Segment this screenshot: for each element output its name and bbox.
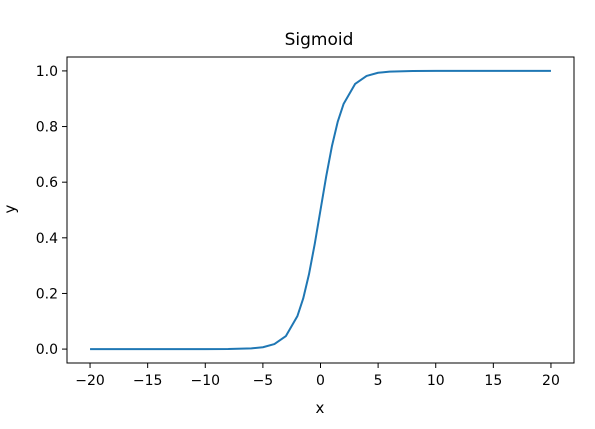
x-tick-label: −10 [190, 373, 220, 389]
y-tick-label: 0.4 [36, 231, 58, 247]
x-axis-label: x [316, 399, 325, 417]
x-tick-label: −5 [253, 373, 274, 389]
y-tick-label: 1.0 [36, 64, 58, 80]
x-tick-label: 15 [484, 373, 502, 389]
y-tick-label: 0.2 [36, 286, 58, 302]
x-tick-label: 10 [427, 373, 445, 389]
x-tick-label: 0 [316, 373, 325, 389]
y-tick-label: 0.8 [36, 120, 58, 136]
plot-area [90, 69, 551, 351]
x-tick-label: 5 [374, 373, 383, 389]
x-axis-ticks: −20 −15 −10 −5 0 5 10 15 20 [75, 363, 560, 389]
y-tick-label: 0.6 [36, 175, 58, 191]
x-tick-label: 20 [542, 373, 560, 389]
chart-title: Sigmoid [285, 30, 354, 50]
y-axis-ticks: 0.0 0.2 0.4 0.6 0.8 1.0 [36, 64, 67, 358]
sigmoid-series-line [90, 69, 551, 351]
x-tick-label: −15 [133, 373, 163, 389]
y-axis-label: y [1, 204, 19, 213]
x-tick-label: −20 [75, 373, 105, 389]
y-tick-label: 0.0 [36, 342, 58, 358]
